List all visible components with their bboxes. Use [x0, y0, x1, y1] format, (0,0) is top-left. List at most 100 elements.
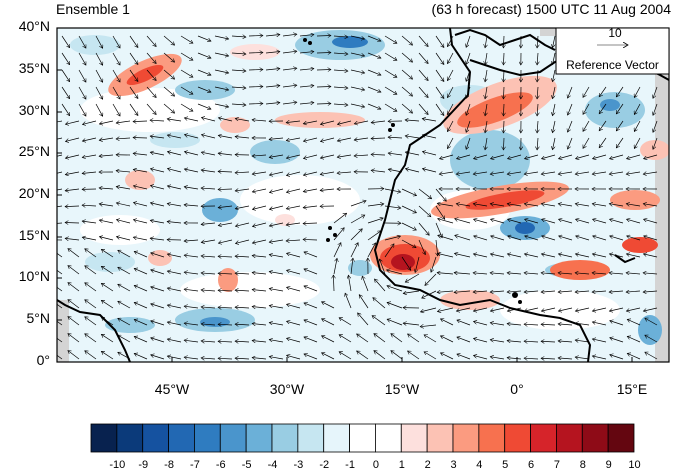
wind-vector — [286, 321, 301, 326]
wind-vector — [299, 52, 314, 53]
wind-vector — [286, 287, 301, 292]
colorbar-swatch — [323, 423, 350, 453]
wind-vector — [634, 103, 641, 115]
wind-vector — [201, 135, 216, 139]
wind-vector — [286, 338, 301, 343]
wind-vector — [146, 69, 156, 81]
lat-label-40n: 40°N — [18, 18, 50, 34]
wind-vector — [568, 103, 573, 115]
wind-vector — [201, 256, 216, 257]
colorbar-swatch — [219, 423, 247, 453]
wind-vector — [388, 169, 403, 173]
wind-vector — [541, 273, 556, 274]
wind-vector — [68, 283, 80, 292]
wind-vector — [626, 307, 641, 311]
wind-vector — [401, 256, 411, 270]
wind-vector — [367, 52, 381, 58]
wind-vector — [333, 228, 344, 241]
wind-vector — [592, 322, 607, 326]
wind-vector — [437, 307, 454, 312]
wind-vector — [456, 307, 471, 311]
wind-vector — [218, 307, 233, 308]
wind-vector — [167, 119, 182, 121]
wind-vector — [252, 358, 267, 359]
wind-vector — [634, 120, 641, 132]
wind-vector — [405, 136, 420, 138]
wind-vector — [57, 137, 63, 140]
wind-vector — [558, 204, 573, 207]
wind-vector — [583, 103, 590, 114]
wind-vector-field — [57, 34, 658, 360]
wind-vector — [252, 341, 267, 342]
colorbar-swatch — [90, 423, 118, 453]
wind-vector — [85, 266, 97, 275]
wind-vector — [575, 357, 590, 359]
wind-vector — [490, 357, 505, 360]
wind-vector — [357, 351, 369, 360]
wind-vector — [435, 52, 444, 65]
wind-vector — [374, 351, 386, 360]
wind-vector — [541, 291, 556, 292]
wind-vector — [455, 219, 471, 224]
wind-vector — [197, 52, 211, 58]
colorbar-label: -7 — [190, 459, 200, 471]
wind-vector — [304, 337, 318, 343]
lat-label-35n: 35°N — [18, 60, 50, 76]
wind-vector — [235, 273, 250, 274]
colorbar-label: 4 — [476, 459, 483, 471]
wind-vector — [218, 239, 233, 243]
wind-vector — [503, 35, 504, 48]
wind-vector — [61, 52, 70, 65]
wind-vector — [626, 291, 641, 292]
wind-vector — [473, 291, 488, 292]
wind-vector — [129, 52, 138, 65]
wind-vector — [112, 103, 120, 116]
wind-vector — [303, 206, 318, 208]
wind-vector — [235, 307, 250, 308]
colorbar-swatch — [400, 423, 428, 453]
wind-vector — [609, 307, 624, 311]
wind-vector — [167, 271, 182, 275]
wind-vector — [321, 319, 335, 326]
wind-vector — [184, 118, 199, 122]
wind-vector — [418, 69, 428, 81]
wind-vector — [415, 256, 420, 273]
colorbar-label: -10 — [109, 459, 126, 471]
wind-vector — [150, 220, 165, 224]
colorbar — [90, 423, 635, 453]
wind-vector — [644, 154, 658, 159]
wind-vector — [65, 171, 80, 175]
forecast-time-title: (63 h forecast) 1500 UTC 11 Aug 2004 — [431, 1, 671, 17]
wind-vector — [645, 335, 658, 343]
wind-vector — [401, 35, 413, 45]
island-markers — [303, 38, 522, 304]
wind-vector — [541, 307, 556, 311]
wind-vector — [466, 35, 471, 47]
wind-vector — [304, 320, 318, 326]
wind-vector — [101, 283, 114, 292]
wind-vector — [133, 153, 148, 155]
wind-vector — [508, 236, 522, 241]
wind-vector — [418, 86, 428, 98]
wind-vector — [82, 154, 97, 157]
wind-vector — [466, 137, 471, 149]
wind-vector — [61, 35, 70, 48]
wind-vector — [57, 120, 63, 123]
wind-vector — [387, 270, 403, 275]
wind-vector — [372, 316, 386, 326]
wind-vector — [508, 219, 522, 224]
wind-vector — [252, 222, 267, 226]
wind-vector — [653, 120, 658, 132]
wind-vector — [269, 240, 284, 242]
wind-vector — [401, 188, 417, 196]
wind-vector — [252, 324, 267, 325]
wind-vector — [214, 52, 229, 56]
wind-vector — [507, 341, 522, 342]
colorbar-swatch — [530, 423, 557, 453]
wind-vector — [491, 219, 505, 224]
wind-vector — [282, 68, 297, 70]
colorbar-label: -5 — [241, 459, 252, 471]
wind-vector — [425, 273, 437, 285]
lat-label-15n: 15°N — [18, 227, 50, 243]
wind-vector — [112, 86, 120, 99]
